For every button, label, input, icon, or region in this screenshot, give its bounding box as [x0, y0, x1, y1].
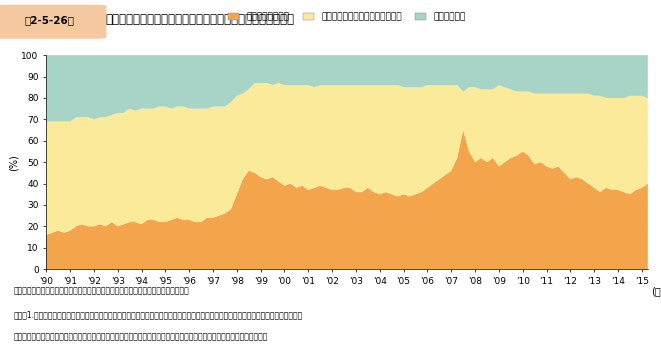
Text: 第2-5-26図: 第2-5-26図	[24, 15, 75, 25]
Text: 資料：（株）日本政策金融公庫「保証先中小企業金融動向調査」より中小企業庁作成: 資料：（株）日本政策金融公庫「保証先中小企業金融動向調査」より中小企業庁作成	[13, 286, 189, 295]
Text: 信用保証利用企業における新規借入時の信用保証の利用状況: 信用保証利用企業における新規借入時の信用保証の利用状況	[106, 13, 295, 26]
FancyBboxPatch shape	[0, 6, 106, 38]
Text: （注）1.本調査は、信用保証を利用している企業に対し、当該四半期中の新規借入について、保証なしの借入のみを利用した企業、保証な: （注）1.本調査は、信用保証を利用している企業に対し、当該四半期中の新規借入につ…	[13, 310, 303, 319]
Legend: 保証付き借入のみ, 保証付借入と保証なし借入の併用, 保証なし借入: 保証付き借入のみ, 保証付借入と保証なし借入の併用, 保証なし借入	[229, 13, 465, 22]
Y-axis label: (%): (%)	[9, 154, 19, 170]
Text: (年): (年)	[651, 286, 661, 296]
Text: しの借入と保証付きの借入の併用した企業、保証付きの借入のみを利用した企業に分類し、その割合を算出している。: しの借入と保証付きの借入の併用した企業、保証付きの借入のみを利用した企業に分類し…	[13, 333, 268, 342]
